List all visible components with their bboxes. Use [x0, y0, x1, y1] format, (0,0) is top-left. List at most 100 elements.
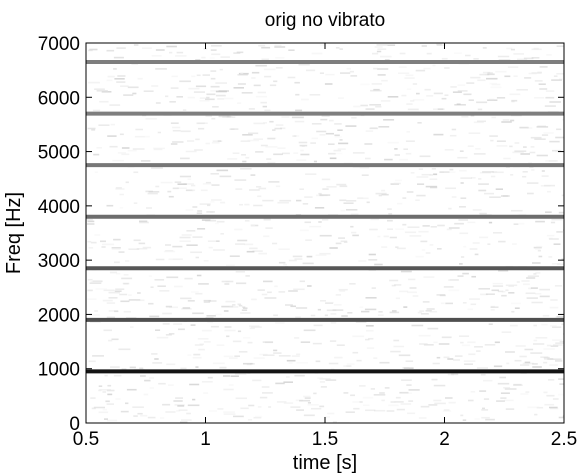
- noise-speckle: [378, 311, 383, 313]
- noise-speckle: [130, 326, 134, 328]
- noise-speckle: [187, 404, 200, 407]
- noise-speckle: [338, 97, 344, 99]
- noise-speckle: [262, 199, 274, 202]
- noise-speckle: [98, 385, 103, 387]
- noise-speckle: [116, 272, 121, 275]
- noise-speckle: [283, 402, 294, 404]
- noise-speckle: [296, 353, 301, 356]
- noise-speckle: [319, 378, 331, 380]
- noise-speckle: [457, 84, 466, 86]
- noise-speckle: [301, 145, 305, 147]
- noise-speckle: [333, 149, 342, 152]
- noise-speckle: [325, 379, 337, 381]
- noise-speckle: [251, 298, 257, 301]
- noise-speckle: [334, 123, 342, 125]
- noise-speckle: [87, 220, 95, 223]
- noise-speckle: [280, 127, 286, 130]
- noise-speckle: [558, 416, 564, 419]
- noise-speckle: [399, 52, 406, 55]
- noise-speckle: [511, 99, 518, 102]
- noise-speckle: [352, 335, 365, 338]
- noise-speckle: [482, 71, 491, 74]
- noise-speckle: [162, 403, 171, 406]
- noise-speckle: [496, 145, 508, 147]
- noise-speckle: [467, 221, 476, 224]
- noise-speckle: [501, 331, 512, 333]
- noise-speckle: [196, 274, 202, 277]
- noise-speckle: [444, 149, 454, 151]
- noise-speckle: [520, 364, 530, 366]
- noise-speckle: [460, 197, 467, 199]
- noise-speckle: [343, 365, 352, 367]
- noise-speckle: [492, 285, 504, 287]
- noise-speckle: [408, 400, 414, 402]
- noise-speckle: [302, 203, 309, 205]
- noise-speckle: [332, 421, 337, 423]
- noise-speckle: [203, 260, 209, 262]
- noise-speckle: [252, 250, 263, 252]
- noise-speckle: [364, 143, 373, 145]
- noise-speckle: [437, 248, 442, 250]
- noise-speckle: [421, 249, 426, 251]
- noise-speckle: [421, 173, 431, 176]
- noise-speckle: [479, 236, 489, 239]
- noise-speckle: [111, 248, 121, 250]
- noise-speckle: [496, 97, 506, 99]
- noise-speckle: [550, 325, 557, 327]
- noise-speckle: [556, 128, 562, 131]
- noise-speckle: [163, 250, 176, 253]
- noise-speckle: [233, 87, 244, 89]
- noise-speckle: [366, 329, 374, 332]
- noise-speckle: [540, 185, 551, 187]
- noise-speckle: [303, 414, 315, 417]
- noise-speckle: [98, 124, 110, 126]
- noise-speckle: [460, 256, 465, 258]
- noise-speckle: [230, 375, 239, 377]
- noise-speckle: [489, 196, 501, 198]
- noise-speckle: [401, 379, 412, 381]
- noise-speckle: [457, 156, 468, 159]
- noise-speckle: [505, 408, 515, 410]
- noise-speckle: [506, 362, 510, 365]
- noise-speckle: [139, 221, 149, 224]
- noise-speckle: [325, 132, 334, 135]
- noise-speckle: [438, 343, 450, 345]
- noise-speckle: [443, 409, 450, 411]
- noise-speckle: [319, 405, 325, 408]
- noise-speckle: [561, 258, 564, 261]
- noise-speckle: [111, 338, 119, 341]
- noise-speckle: [237, 102, 242, 104]
- noise-speckle: [524, 348, 534, 351]
- noise-speckle: [467, 145, 474, 147]
- noise-speckle: [470, 303, 477, 306]
- noise-speckle: [238, 304, 243, 307]
- noise-speckle: [531, 72, 542, 74]
- noise-speckle: [478, 178, 482, 180]
- noise-speckle: [185, 150, 197, 153]
- noise-speckle: [249, 325, 260, 327]
- noise-speckle: [277, 201, 289, 204]
- noise-speckle: [198, 283, 209, 285]
- noise-speckle: [119, 133, 124, 136]
- noise-speckle: [248, 132, 259, 135]
- noise-speckle: [494, 341, 500, 344]
- noise-speckle: [147, 416, 156, 419]
- noise-speckle: [549, 306, 559, 309]
- noise-speckle: [237, 330, 242, 333]
- noise-speckle: [398, 66, 407, 68]
- noise-speckle: [133, 415, 138, 417]
- noise-speckle: [522, 171, 528, 173]
- noise-speckle: [267, 137, 276, 140]
- noise-speckle: [203, 392, 209, 394]
- noise-speckle: [549, 101, 561, 103]
- noise-speckle: [133, 44, 139, 46]
- noise-speckle: [244, 203, 250, 206]
- noise-speckle: [251, 77, 256, 79]
- noise-speckle: [142, 47, 152, 49]
- noise-speckle: [526, 297, 538, 299]
- y-tick-label: 3000: [38, 251, 80, 272]
- noise-speckle: [199, 343, 204, 346]
- noise-speckle: [530, 146, 535, 148]
- noise-speckle: [169, 306, 178, 309]
- noise-speckle: [306, 69, 316, 72]
